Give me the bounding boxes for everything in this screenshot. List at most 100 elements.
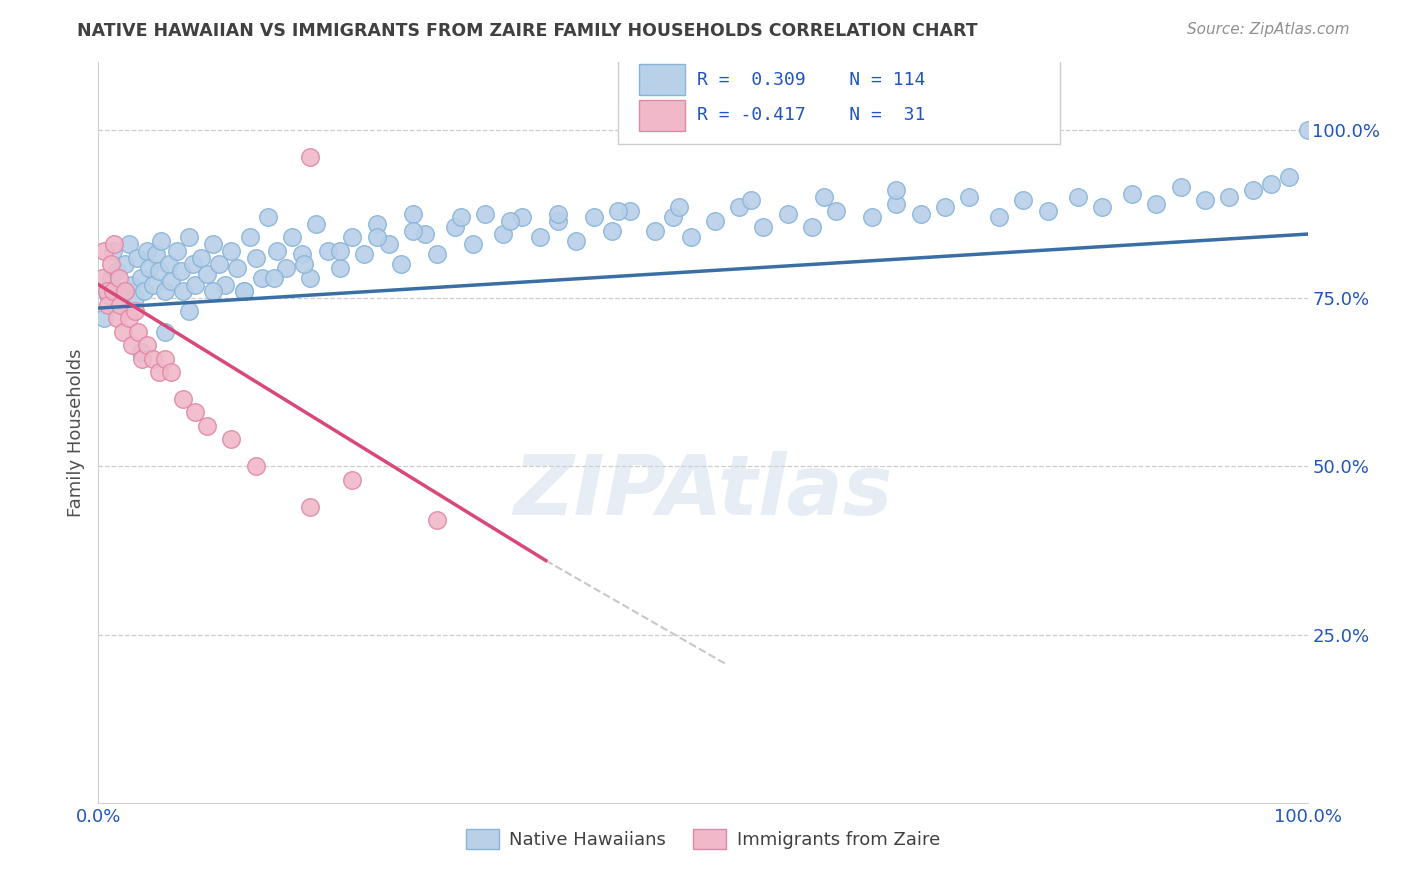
Point: [93, 311, 115, 326]
Point: [96, 285, 118, 299]
Point: [342, 473, 364, 487]
Point: [103, 237, 125, 252]
Point: [190, 251, 212, 265]
Point: [740, 194, 762, 208]
Point: [134, 285, 156, 299]
Point: [129, 344, 152, 359]
Point: [245, 459, 267, 474]
Point: [529, 230, 551, 244]
Point: [825, 203, 848, 218]
Point: [160, 274, 183, 288]
Point: [1067, 190, 1090, 204]
Point: [290, 247, 312, 261]
FancyBboxPatch shape: [619, 59, 1060, 144]
Point: [160, 365, 183, 379]
Point: [195, 418, 218, 433]
Point: [100, 270, 122, 285]
Point: [150, 234, 173, 248]
Point: [179, 304, 201, 318]
Point: [108, 285, 131, 299]
Point: [389, 257, 412, 271]
Point: [474, 207, 496, 221]
Text: R =  0.309    N = 114: R = 0.309 N = 114: [697, 70, 925, 88]
Point: [124, 304, 146, 318]
Point: [129, 270, 152, 285]
Legend: Native Hawaiians, Immigrants from Zaire: Native Hawaiians, Immigrants from Zaire: [458, 822, 948, 856]
Point: [426, 247, 449, 261]
Point: [299, 500, 322, 514]
Point: [263, 270, 285, 285]
Point: [121, 338, 143, 352]
Point: [135, 244, 157, 258]
Point: [366, 230, 388, 244]
Point: [679, 230, 702, 244]
Point: [1218, 190, 1240, 204]
Point: [266, 244, 288, 258]
Point: [153, 351, 176, 366]
Point: [111, 298, 134, 312]
Point: [450, 211, 472, 225]
Point: [169, 264, 191, 278]
Point: [299, 150, 322, 164]
Bar: [638, 64, 685, 95]
Point: [1121, 186, 1143, 201]
Point: [463, 237, 485, 252]
Point: [142, 277, 165, 292]
Point: [148, 365, 170, 379]
Point: [100, 257, 122, 271]
Point: [108, 270, 131, 285]
Point: [135, 338, 157, 352]
Point: [607, 203, 630, 218]
Point: [118, 311, 141, 326]
Point: [195, 268, 218, 282]
Point: [226, 260, 249, 275]
Point: [661, 211, 683, 225]
Point: [934, 200, 956, 214]
Point: [101, 285, 124, 299]
Point: [413, 227, 436, 241]
Point: [886, 196, 908, 211]
Point: [813, 190, 835, 204]
Point: [728, 200, 751, 214]
Point: [101, 244, 124, 258]
Point: [166, 244, 188, 258]
Point: [342, 230, 364, 244]
Point: [114, 257, 136, 271]
Text: ZIPAtlas: ZIPAtlas: [513, 451, 893, 533]
Point: [776, 207, 799, 221]
Point: [105, 311, 128, 326]
Point: [1170, 180, 1192, 194]
Text: R = -0.417    N =  31: R = -0.417 N = 31: [697, 106, 925, 124]
Point: [1146, 196, 1168, 211]
Point: [547, 213, 569, 227]
Point: [583, 211, 606, 225]
Point: [131, 351, 153, 366]
Point: [402, 207, 425, 221]
Point: [127, 251, 149, 265]
Point: [426, 513, 449, 527]
Point: [111, 325, 134, 339]
Point: [1194, 194, 1216, 208]
Point: [1091, 200, 1114, 214]
Point: [221, 244, 243, 258]
Bar: [638, 100, 685, 131]
Point: [108, 298, 131, 312]
Point: [988, 211, 1011, 225]
Point: [299, 270, 322, 285]
Point: [93, 244, 115, 258]
Point: [221, 433, 243, 447]
Point: [1036, 203, 1059, 218]
Point: [172, 392, 194, 406]
Point: [565, 234, 588, 248]
Point: [239, 230, 262, 244]
Point: [510, 211, 533, 225]
Point: [97, 298, 120, 312]
Point: [1296, 122, 1319, 136]
Point: [644, 224, 666, 238]
Point: [704, 213, 727, 227]
Point: [153, 285, 176, 299]
Point: [179, 230, 201, 244]
Point: [202, 237, 225, 252]
Point: [118, 237, 141, 252]
Point: [172, 285, 194, 299]
